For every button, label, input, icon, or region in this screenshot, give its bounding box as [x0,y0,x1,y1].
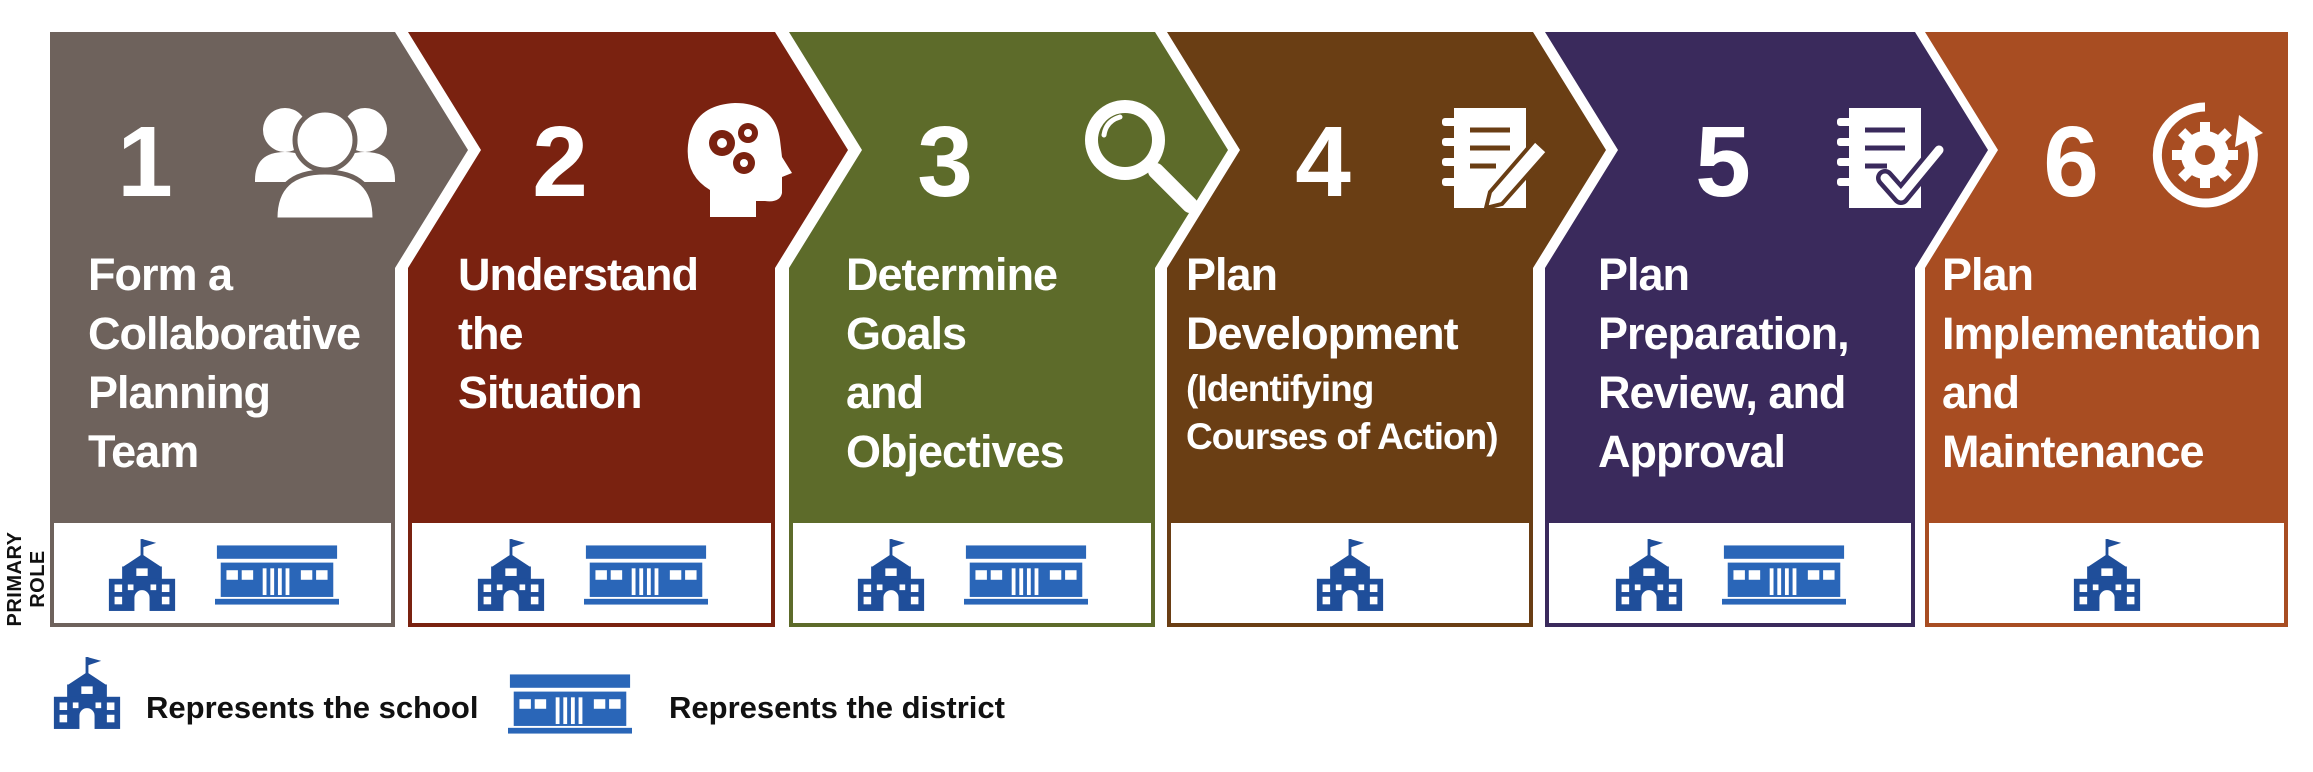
step-3-number: 3 [917,106,973,218]
legend-school-label: Represents the school [146,690,479,725]
step-2-role-box [408,523,775,627]
gear-cycle-icon [2152,102,2263,208]
legend-district-label: Represents the district [669,690,1005,725]
legend-district-icon [508,672,632,741]
notebook-check-icon [1837,108,1948,208]
head-gears-icon [687,103,792,217]
district-icon [1722,543,1846,607]
school-icon [107,537,177,613]
school-icon [2072,537,2142,613]
step-4-number: 4 [1295,106,1351,218]
step-6-title: Plan Implementation and Maintenance [1942,249,2262,477]
magnifier-icon [1085,100,1198,213]
step-5-role-box [1545,523,1915,627]
school-icon [1315,537,1385,613]
step-3-title: Determine Goals and Objectives [846,249,1065,477]
district-icon [964,543,1088,607]
step-2-number: 2 [532,106,588,218]
step-1-number: 1 [117,106,173,218]
notebook-pencil-icon [1442,108,1551,211]
legend-school-icon [52,655,122,736]
step-6-role-box [1925,523,2288,627]
district-icon [214,543,339,607]
school-icon [1614,537,1684,613]
step-4-role-box [1167,523,1533,627]
school-icon [476,537,546,613]
step-5-number: 5 [1695,106,1751,218]
step-1-role-box [50,523,395,627]
step-4-subtitle: (Identifying Courses of Action) [1186,368,1499,457]
step-3-role-box [789,523,1155,627]
step-4-title: Plan Development (Identifying Courses of … [1186,245,1516,461]
step-2-title: Understand the Situation [458,249,699,418]
step-6-number: 6 [2043,106,2099,218]
people-icon [255,107,395,223]
district-icon [583,543,708,607]
school-icon [856,537,926,613]
primary-role-label: PRIMARY ROLE [4,531,49,627]
step-1-title: Form a Collaborative Planning Team [88,249,361,477]
step-5-title: Plan Preparation, Review, and Approval [1598,249,1850,477]
